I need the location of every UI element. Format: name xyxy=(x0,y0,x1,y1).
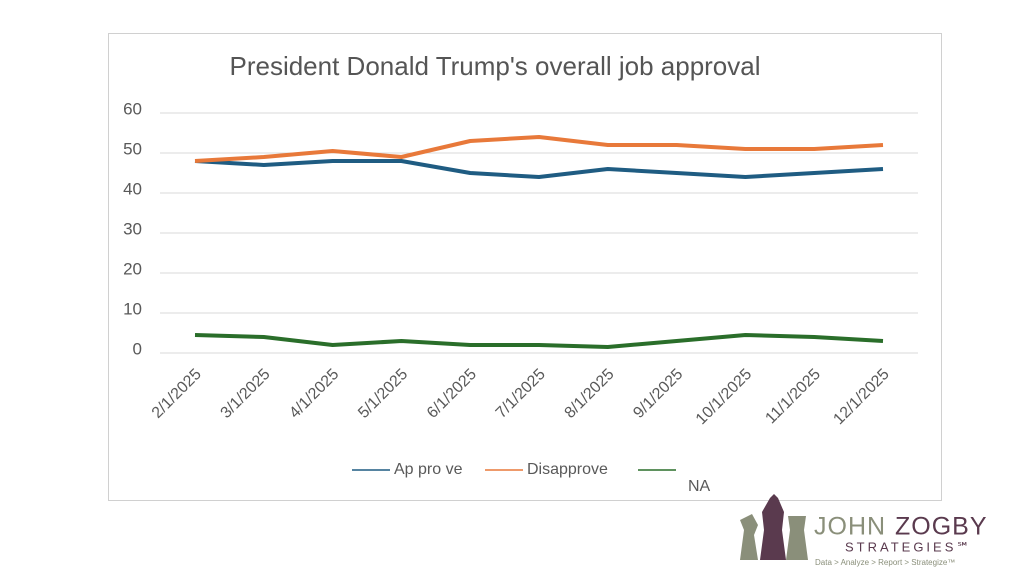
legend-label: Ap pro ve xyxy=(394,461,463,478)
legend-label: NA xyxy=(688,478,711,495)
y-tick-label: 30 xyxy=(123,219,142,238)
y-tick-label: 20 xyxy=(123,259,142,278)
logo: JOHN ZOGBY STRATEGIES℠ Data > Analyze > … xyxy=(740,494,988,567)
y-tick-label: 50 xyxy=(123,139,142,158)
chart-title: President Donald Trump's overall job app… xyxy=(229,51,760,81)
logo-last: ZOGBY xyxy=(895,513,988,541)
logo-sub: STRATEGIES℠ xyxy=(845,539,973,554)
y-tick-label: 60 xyxy=(123,99,142,118)
bishop-icon xyxy=(760,494,786,560)
y-tick-label: 0 xyxy=(133,339,142,358)
series-line xyxy=(194,135,884,163)
y-tick-label: 10 xyxy=(123,299,142,318)
chart-frame xyxy=(108,33,942,501)
logo-tagline: Data > Analyze > Report > Strategize™ xyxy=(815,558,955,567)
logo-first: JOHN xyxy=(814,513,886,541)
legend-label: Disapprove xyxy=(527,461,608,478)
series-line xyxy=(194,333,884,349)
knight-icon xyxy=(740,514,758,560)
series-line xyxy=(194,159,884,179)
y-tick-label: 40 xyxy=(123,179,142,198)
rook-icon xyxy=(786,516,808,560)
